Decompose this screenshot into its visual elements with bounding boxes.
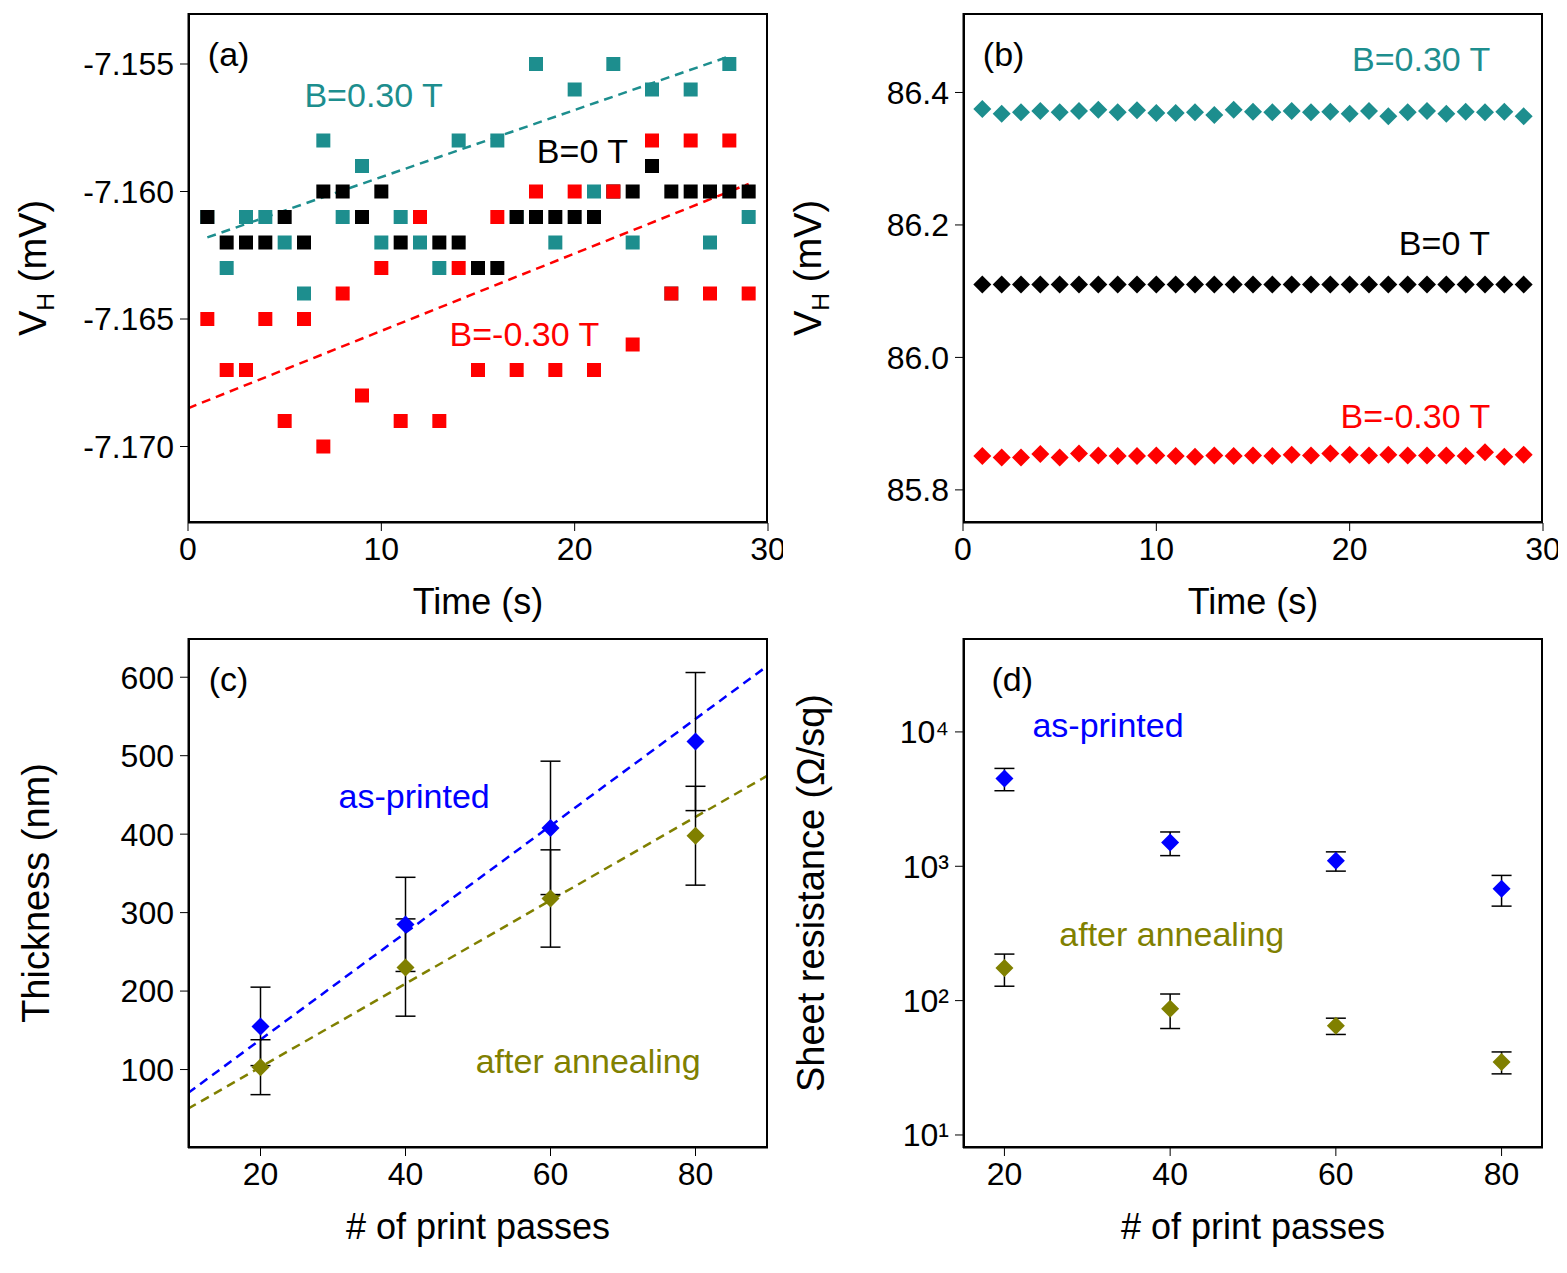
html-text:(mV): (mV) [786, 200, 829, 293]
svg-text:20: 20 [987, 1156, 1023, 1192]
html-text:as-printed: as-printed [1032, 705, 1184, 744]
html-text:V: V [11, 310, 54, 336]
svg-text:40: 40 [388, 1156, 424, 1192]
svg-text:0: 0 [179, 531, 197, 567]
html-text:after annealing: after annealing [475, 1041, 701, 1080]
svg-text:86.0: 86.0 [887, 340, 949, 376]
html-text:V: V [786, 310, 829, 336]
html-text:# of print passes: # of print passes [345, 1206, 611, 1247]
html-text:B=0 T: B=0 T [536, 131, 628, 170]
svg-text:10³: 10³ [903, 849, 950, 885]
html-text:B=0 T: B=0 T [1398, 223, 1490, 261]
svg-text:100: 100 [121, 1052, 174, 1088]
html-text:Time (s): Time (s) [412, 581, 544, 622]
svg-text:10: 10 [364, 531, 400, 567]
svg-text:30: 30 [750, 531, 783, 567]
html-text:# of print passes: # of print passes [1120, 1206, 1386, 1247]
html-text:(a): (a) [207, 34, 250, 73]
html-text:B=0.30 T: B=0.30 T [304, 75, 443, 114]
html-text:(c): (c) [208, 659, 249, 698]
svg-text:10¹: 10¹ [903, 1117, 949, 1153]
html-text:Thickness (nm): Thickness (nm) [14, 763, 57, 1023]
svg-text:500: 500 [121, 738, 174, 774]
svg-text:80: 80 [1484, 1156, 1520, 1192]
html-text:(mV): (mV) [11, 200, 54, 293]
html-text:(d): (d) [991, 659, 1034, 698]
svg-text:400: 400 [121, 817, 174, 853]
svg-text:-7.155: -7.155 [83, 46, 174, 82]
svg-text:85.8: 85.8 [887, 472, 949, 508]
html-text:after annealing: after annealing [1059, 914, 1285, 953]
svg-text:600: 600 [121, 660, 174, 696]
svg-text:20: 20 [1332, 531, 1368, 567]
svg-text:-7.165: -7.165 [83, 301, 174, 337]
html-text:as-printed: as-printed [338, 776, 490, 815]
html-text:H: H [32, 292, 60, 311]
svg-text:0: 0 [954, 531, 972, 567]
svg-text:-7.160: -7.160 [83, 174, 174, 210]
html-text:B=0.30 T: B=0.30 T [1352, 39, 1491, 78]
html-text:(b): (b) [982, 34, 1025, 73]
svg-text:60: 60 [533, 1156, 569, 1192]
svg-text:200: 200 [121, 973, 174, 1009]
html-text:B=-0.30 T: B=-0.30 T [1340, 396, 1491, 435]
svg-text:86.4: 86.4 [887, 75, 949, 111]
html-text:H: H [807, 292, 835, 311]
svg-text:30: 30 [1525, 531, 1558, 567]
svg-text:40: 40 [1152, 1156, 1188, 1192]
svg-text:60: 60 [1318, 1156, 1354, 1192]
svg-text:86.2: 86.2 [887, 207, 949, 243]
html-text:Sheet resistance (Ω/sq): Sheet resistance (Ω/sq) [789, 694, 832, 1092]
svg-text:10: 10 [1139, 531, 1175, 567]
svg-text:300: 300 [121, 895, 174, 931]
svg-text:10²: 10² [903, 983, 950, 1019]
html-text:B=-0.30 T: B=-0.30 T [449, 314, 600, 353]
svg-text:20: 20 [243, 1156, 279, 1192]
html-text:Time (s): Time (s) [1187, 581, 1319, 622]
svg-text:10⁴: 10⁴ [900, 714, 949, 750]
svg-text:-7.170: -7.170 [83, 429, 174, 465]
svg-text:80: 80 [678, 1156, 714, 1192]
svg-text:20: 20 [557, 531, 593, 567]
